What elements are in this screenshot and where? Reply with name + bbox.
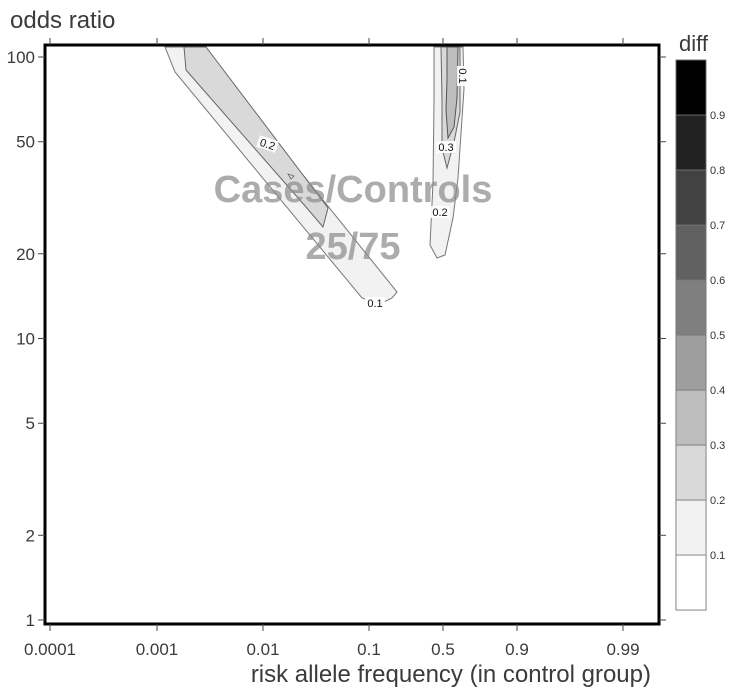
overlay-line-1: Cases/Controls [214,169,493,211]
x-tick-label: 0.0001 [24,640,76,659]
y-tick-label: 5 [26,414,35,433]
x-tick-label: 0.5 [431,640,455,659]
contour-label: 0.3 [438,142,453,154]
legend-label: 0.3 [710,440,725,452]
y-tick-label: 2 [26,526,35,545]
x-tick-label: 0.1 [357,640,381,659]
legend-label: 0.4 [710,385,725,397]
legend-swatch [675,389,707,446]
contour-label-group: 0.2 [430,206,450,219]
x-axis: 0.0001 0.001 0.01 0.1 0.5 0.9 0.99 [24,38,640,659]
left-band-fleck [287,173,295,180]
legend-swatch [675,114,707,171]
overlay-line-2: 25/75 [305,226,400,268]
legend-swatch [675,554,707,611]
plot-frame [43,43,661,626]
contour-label-background [256,135,279,153]
legend-label: 0.2 [710,495,725,507]
contour-label: 0.2 [258,137,276,153]
legend-swatch [675,444,707,501]
x-tick-label: 0.99 [606,640,639,659]
legend-swatch [675,499,707,556]
contour-label-group: 0.3 [436,141,456,154]
y-tick-label: 50 [16,133,35,152]
contour-label-background [365,297,385,309]
x-tick-label: 0.001 [136,640,179,659]
contour-label: 0.2 [432,207,447,219]
left-band-level-0.2 [183,46,329,229]
legend-swatch [675,334,707,391]
legend-swatch [675,279,707,336]
contour-label-background [436,141,456,153]
contour-label-group: 0.1 [456,66,469,86]
y-axis-title: odds ratio [10,7,115,34]
overlay-annotation: Cases/Controls 25/75 [214,169,493,268]
legend-label: 0.8 [710,165,725,177]
left-contour-band [164,46,398,305]
x-axis-title: risk allele frequency (in control group) [251,661,651,688]
y-tick-label: 10 [16,330,35,349]
legend-labels: 0.1 0.2 0.3 0.4 0.5 0.6 0.7 0.8 0.9 [710,110,725,562]
y-axis: 1 2 5 10 20 50 100 [7,48,666,630]
contour-labels: 0.2 0.1 0.3 0.2 0.1 [256,66,469,310]
y-tick-label: 1 [26,611,35,630]
contour-label-background [430,206,450,218]
y-tick-label: 100 [7,48,35,67]
legend: diff 0.1 0.2 0.3 0.4 0.5 0.6 0.7 0.8 0.9 [675,31,725,611]
contour-label-group: 0.1 [365,297,385,310]
legend-label: 0.5 [710,330,725,342]
contour-label-background [457,66,469,86]
legend-swatch [675,59,707,116]
legend-label: 0.1 [710,550,725,562]
legend-title: diff [679,31,709,56]
legend-swatch [675,224,707,281]
x-tick-label: 0.9 [505,640,529,659]
contour-label-group: 0.2 [256,135,279,153]
legend-swatches [675,59,707,611]
x-tick-label: 0.01 [246,640,279,659]
contour-label: 0.1 [456,68,468,83]
legend-swatch [675,169,707,226]
y-tick-label: 20 [16,245,35,264]
contour-label: 0.1 [367,298,382,310]
legend-label: 0.6 [710,275,725,287]
right-band-level-0.3 [445,46,459,140]
legend-label: 0.7 [710,220,725,232]
legend-label: 0.9 [710,110,725,122]
